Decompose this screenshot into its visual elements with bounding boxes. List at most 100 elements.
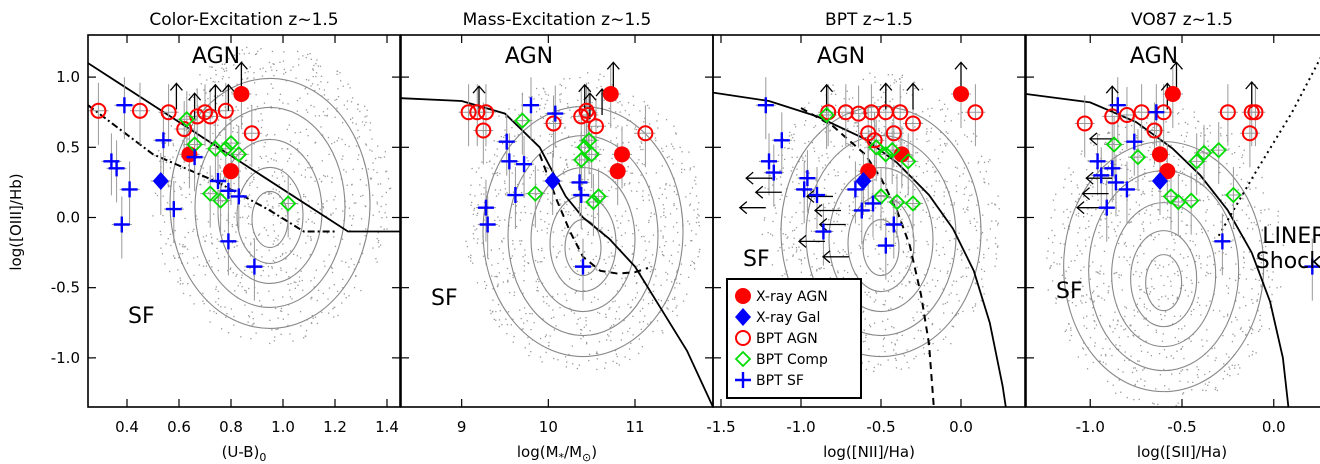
y-axis-label: log([OIII]/Hb): [7, 173, 25, 270]
background-point: [1229, 368, 1231, 370]
background-point: [1139, 234, 1141, 237]
background-point: [248, 194, 251, 196]
background-point: [913, 81, 916, 83]
background-point: [223, 128, 226, 131]
background-point: [865, 239, 867, 241]
background-point: [813, 191, 815, 194]
background-point: [162, 195, 164, 197]
background-point: [1237, 373, 1239, 375]
background-point: [1115, 392, 1117, 394]
background-point: [267, 265, 270, 268]
background-point: [476, 282, 479, 284]
background-point: [253, 176, 255, 178]
background-point: [880, 364, 882, 366]
background-point: [262, 270, 264, 272]
background-point: [1260, 286, 1262, 288]
background-point: [624, 109, 627, 112]
background-point: [859, 247, 862, 249]
background-point: [888, 197, 890, 199]
background-point: [657, 113, 660, 115]
background-point: [360, 289, 362, 292]
background-point: [498, 115, 500, 117]
background-point: [542, 318, 544, 320]
background-point: [903, 142, 905, 144]
background-point: [630, 342, 632, 344]
background-point: [1181, 208, 1183, 210]
background-point: [268, 61, 271, 64]
background-point: [1159, 374, 1161, 376]
background-point: [793, 140, 795, 142]
background-point: [795, 211, 797, 214]
background-point: [1240, 327, 1242, 329]
background-point: [581, 183, 584, 186]
background-point: [676, 271, 678, 273]
background-point: [1143, 306, 1145, 308]
background-point: [246, 78, 248, 80]
background-point: [601, 197, 603, 199]
background-point: [1139, 126, 1141, 128]
background-point: [648, 219, 650, 221]
background-point: [278, 99, 281, 101]
background-point: [648, 241, 650, 243]
background-point: [899, 208, 902, 211]
background-point: [627, 102, 630, 104]
background-point: [565, 266, 567, 268]
y-tick-label: 0.5: [56, 138, 80, 156]
background-point: [211, 175, 213, 177]
background-point: [875, 291, 877, 293]
background-point: [1155, 329, 1157, 331]
background-point: [614, 215, 617, 217]
background-point: [497, 283, 499, 285]
background-point: [884, 120, 886, 122]
background-point: [212, 191, 214, 193]
background-point: [331, 271, 334, 274]
background-point: [1140, 272, 1143, 274]
background-point: [536, 286, 539, 289]
background-point: [838, 214, 840, 216]
background-point: [573, 153, 575, 155]
background-point: [841, 113, 843, 115]
background-point: [229, 119, 231, 121]
background-point: [949, 220, 951, 222]
background-point: [1191, 291, 1193, 293]
background-point: [934, 191, 936, 193]
background-point: [763, 219, 765, 221]
background-point: [292, 253, 295, 255]
background-point: [605, 262, 607, 264]
background-point: [1049, 267, 1051, 270]
background-point: [950, 292, 952, 294]
background-point: [245, 133, 247, 135]
background-point: [348, 295, 350, 297]
background-point: [387, 178, 390, 180]
background-point: [1051, 280, 1054, 282]
background-point: [615, 353, 618, 355]
background-point: [381, 195, 383, 198]
background-point: [513, 294, 515, 297]
background-point: [587, 161, 589, 164]
background-point: [1235, 316, 1237, 318]
background-point: [898, 272, 901, 274]
background-point: [218, 132, 220, 134]
background-point: [1063, 211, 1065, 213]
background-point: [553, 316, 555, 318]
background-point: [342, 85, 344, 87]
background-point: [160, 247, 162, 249]
background-point: [864, 318, 866, 320]
background-point: [587, 214, 589, 216]
background-point: [819, 268, 821, 270]
background-point: [330, 214, 332, 216]
background-point: [203, 303, 205, 305]
background-point: [889, 247, 891, 249]
background-point: [162, 214, 164, 217]
background-point: [1222, 267, 1224, 269]
background-point: [1064, 330, 1066, 333]
background-point: [258, 233, 261, 235]
background-point: [351, 194, 354, 196]
background-point: [1212, 192, 1214, 194]
background-point: [351, 224, 353, 226]
background-point: [810, 230, 813, 232]
background-point: [346, 108, 348, 110]
background-point: [327, 81, 329, 83]
background-point: [1194, 244, 1197, 246]
background-point: [893, 327, 895, 329]
